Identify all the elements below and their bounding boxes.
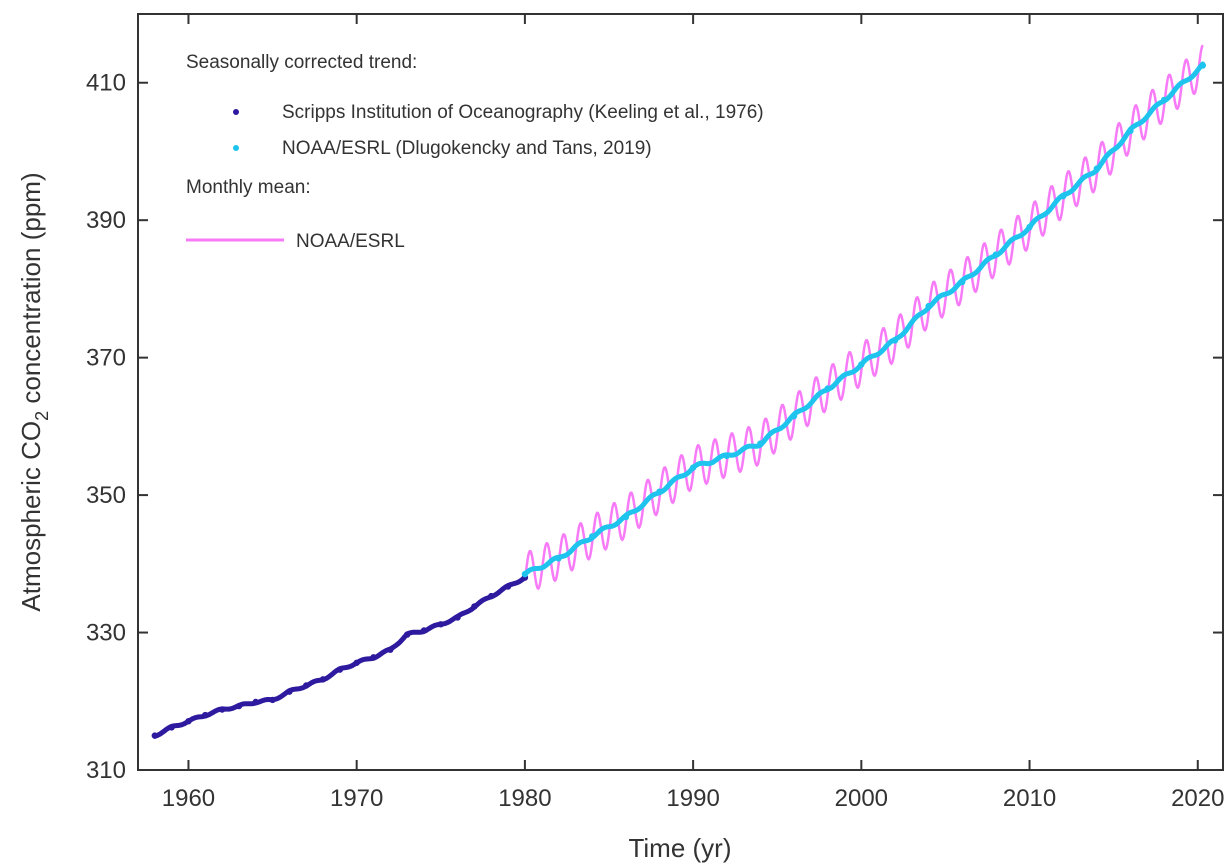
scripps-point-1969 (336, 666, 344, 673)
plot-frame (137, 13, 1224, 771)
scripps-point-1979 (504, 583, 512, 590)
monthly-mean-layer (523, 44, 1204, 591)
scripps-point-1966 (286, 688, 293, 695)
y-tick-label-370: 370 (86, 345, 126, 372)
scripps-point-1965 (269, 696, 276, 704)
noaa-point-1986 (622, 513, 630, 521)
noaa-trend-line (522, 61, 1206, 577)
scripps-point-1968 (319, 676, 327, 683)
noaa-point-2000 (858, 361, 865, 368)
y-tick-label-330: 330 (86, 620, 126, 647)
noaa-point-2020.3 (1199, 62, 1207, 69)
x-tick-label-2020: 2020 (1171, 785, 1224, 812)
y-axis-label-suffix: concentration (ppm) (16, 172, 46, 410)
noaa-point-1982 (555, 555, 562, 562)
legend: Seasonally corrected trend: Scripps Inst… (186, 52, 764, 252)
legend-heading-trend: Seasonally corrected trend: (186, 52, 417, 73)
scripps-point-1974 (420, 627, 428, 634)
scripps-point-1975 (437, 621, 444, 628)
monthly-mean-noaa-line (523, 44, 1204, 591)
y-axis-label-subscript: 2 (32, 411, 52, 421)
legend-entry-scripps: Scripps Institution of Oceanography (Kee… (282, 102, 764, 123)
noaa-point-2004 (925, 302, 932, 310)
scripps-point-1958 (151, 732, 159, 739)
noaa-point-2002 (891, 337, 899, 344)
noaa-point-1988 (656, 488, 663, 495)
y-axis-label-prefix: Atmospheric CO (16, 421, 46, 612)
noaa-point-2010 (1026, 223, 1033, 231)
y-axis: 310 330 350 370 390 410 (86, 70, 1223, 784)
scripps-point-1977 (471, 603, 478, 610)
x-tick-label-1960: 1960 (162, 785, 215, 812)
noaa-point-2006 (959, 278, 966, 286)
scripps-point-1973 (403, 631, 411, 638)
x-tick-label-2000: 2000 (835, 785, 888, 812)
noaa-point-1996 (790, 412, 798, 420)
scripps-point-1961 (202, 711, 209, 719)
legend-marker-noaa-trend (233, 145, 239, 151)
y-tick-label-350: 350 (86, 482, 126, 509)
x-axis: 1960 1970 1980 1990 2000 2010 2020 (162, 14, 1224, 812)
scripps-point-1959 (168, 724, 175, 731)
x-tick-label-1970: 1970 (330, 785, 383, 812)
noaa-point-1994 (757, 440, 764, 447)
noaa-point-2012 (1059, 192, 1067, 200)
scripps-point-1978 (488, 592, 495, 600)
scripps-point-1972 (387, 646, 394, 653)
scripps-point-1963 (235, 702, 243, 710)
legend-heading-monthly: Monthly mean: (186, 177, 311, 198)
x-tick-label-1980: 1980 (498, 785, 551, 812)
scripps-point-1960 (185, 718, 192, 725)
scripps-point-1967 (303, 682, 310, 689)
y-axis-label: Atmospheric CO2 concentration (ppm) (16, 172, 52, 611)
noaa-point-2018 (1160, 96, 1168, 104)
scripps-point-1976 (454, 614, 461, 621)
x-axis-label: Time (yr) (628, 833, 731, 863)
noaa-point-1992 (723, 452, 730, 460)
scripps-point-1964 (252, 698, 259, 706)
y-tick-label-390: 390 (86, 207, 126, 234)
seasonal-trend-layer (151, 61, 1207, 739)
noaa-point-1990 (689, 464, 697, 471)
noaa-point-1980 (521, 570, 529, 578)
y-tick-label-410: 410 (86, 70, 126, 97)
noaa-point-1998 (824, 385, 831, 392)
noaa-point-2014 (1093, 165, 1101, 172)
noaa-point-1984 (588, 533, 596, 540)
legend-marker-scripps (233, 109, 239, 115)
scripps-point-1971 (370, 654, 377, 661)
scripps-trend-line (152, 575, 528, 739)
x-tick-label-1990: 1990 (666, 785, 719, 812)
scripps-point-1962 (218, 706, 226, 713)
noaa-point-2008 (992, 251, 1000, 258)
legend-entry-noaa-trend: NOAA/ESRL (Dlugokencky and Tans, 2019) (282, 138, 652, 159)
scripps-point-1970 (353, 659, 360, 666)
noaa-point-2016 (1127, 127, 1134, 135)
y-tick-label-310: 310 (86, 757, 126, 784)
legend-entry-noaa-monthly: NOAA/ESRL (296, 231, 405, 252)
x-tick-label-2010: 2010 (1003, 785, 1056, 812)
